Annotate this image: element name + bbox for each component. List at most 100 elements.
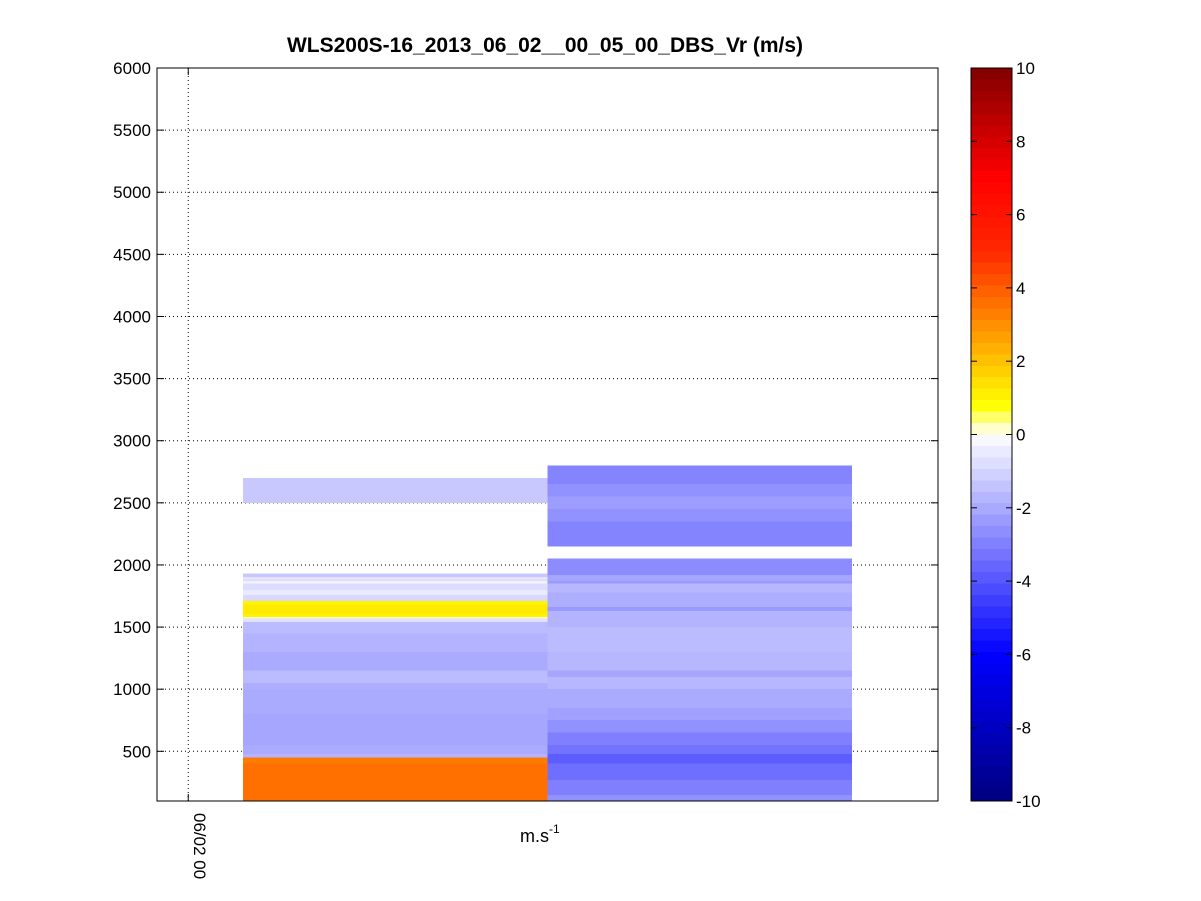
colorbar-strip — [971, 308, 1012, 321]
colorbar-strip — [971, 594, 1012, 607]
heatmap-cell — [242, 689, 548, 715]
heatmap-cell — [242, 604, 548, 615]
colorbar-strip — [971, 113, 1012, 126]
heatmap-cell — [547, 592, 853, 608]
heatmap-cell — [242, 651, 548, 671]
heatmap-cell — [547, 465, 853, 485]
colorbar-strip — [971, 629, 1012, 642]
heatmap-cell — [242, 670, 548, 683]
y-axis-ticks: 500 1000 1500 2000 2500 3000 3500 4000 4500 5000 5… — [113, 59, 938, 761]
y-tick-label: 1000 — [113, 680, 151, 699]
y-tick-label: 6000 — [113, 59, 151, 78]
colorbar-strip — [971, 778, 1012, 791]
heatmap-cell — [547, 707, 853, 721]
heatmap-cell — [547, 581, 853, 584]
colorbar-strip — [971, 503, 1012, 516]
heatmap-cell — [242, 581, 548, 584]
y-tick-label: 3000 — [113, 432, 151, 451]
heatmap-cell — [242, 594, 548, 601]
heatmap-cell — [547, 670, 853, 677]
heatmap-cell — [242, 745, 548, 754]
heatmap-cell — [547, 763, 853, 780]
heatmap-cell — [547, 732, 853, 746]
colorbar-strip — [971, 537, 1012, 550]
colorbar-strip — [971, 491, 1012, 504]
colorbar-strip — [971, 319, 1012, 333]
x-axis-label-exponent: -1 — [549, 822, 560, 836]
colorbar-strip — [971, 445, 1012, 459]
heatmap-cell — [242, 573, 548, 578]
heatmap-cell — [547, 689, 853, 708]
heatmap-cell — [547, 607, 853, 611]
colorbar-strip — [971, 755, 1012, 768]
colorbar-strip — [971, 549, 1012, 562]
colorbar-strip — [971, 285, 1012, 298]
heatmap-cell — [547, 583, 853, 593]
heatmap-cell — [547, 558, 853, 575]
colorbar-strip — [971, 239, 1012, 252]
colorbar-strip — [971, 434, 1012, 447]
colorbar-strip — [971, 193, 1012, 207]
heatmap-cell — [547, 509, 853, 522]
chart-title: WLS200S-16_2013_06_02__00_05_00_DBS_Vr (… — [287, 34, 803, 57]
colorbar-strip — [971, 102, 1012, 115]
colorbar-strip — [971, 365, 1012, 378]
colorbar-strip — [971, 377, 1012, 390]
colorbar-strip — [971, 342, 1012, 355]
colorbar-strip — [971, 480, 1012, 493]
colorbar-strip — [971, 606, 1012, 619]
colorbar-strip — [971, 90, 1012, 103]
heatmap-cell — [242, 577, 548, 579]
colorbar-strip — [971, 388, 1012, 401]
colorbar-strip — [971, 617, 1012, 630]
colorbar-tick-label: 0 — [1016, 426, 1025, 445]
colorbar-strip — [971, 686, 1012, 699]
y-tick-label: 4500 — [113, 245, 151, 264]
colorbar-strip — [971, 125, 1012, 138]
heatmap-cell — [242, 757, 548, 764]
heatmap-cell — [242, 622, 548, 634]
colorbar-strip — [971, 354, 1012, 367]
x-axis-label-base: m.s — [520, 826, 549, 846]
colorbar-strip — [971, 789, 1012, 802]
colorbar-ticks: 10 8 6 4 2 0 -2 -4 -6 -8 -10 — [971, 59, 1041, 811]
colorbar-strip — [971, 136, 1012, 149]
colorbar-strip — [971, 68, 1012, 81]
heatmap-cells — [242, 465, 853, 801]
heatmap-cell — [547, 496, 853, 510]
colorbar-tick-label: 2 — [1016, 352, 1025, 371]
colorbar-strip — [971, 216, 1012, 229]
colorbar-tick-label: 10 — [1016, 59, 1035, 78]
colorbar-strip — [971, 331, 1012, 344]
colorbar-strip — [971, 423, 1012, 436]
colorbar-tick-label: -4 — [1016, 572, 1031, 591]
colorbar-strip — [971, 720, 1012, 733]
heatmap-cell — [242, 776, 548, 801]
heatmap-cell — [242, 682, 548, 690]
heatmap-cell — [242, 714, 548, 746]
y-tick-label: 1500 — [113, 618, 151, 637]
colorbar-tick-label: 6 — [1016, 206, 1025, 225]
colorbar-strip — [971, 663, 1012, 676]
heatmap-cell — [547, 574, 853, 582]
colorbar-strip — [971, 251, 1012, 264]
colorbar-strip — [971, 743, 1012, 756]
colorbar-tick-label: -2 — [1016, 499, 1031, 518]
heatmap-cell — [242, 614, 548, 618]
heatmap-cell — [242, 633, 548, 652]
colorbar-strip — [971, 697, 1012, 710]
colorbar-strip — [971, 297, 1012, 310]
y-tick-label: 5500 — [113, 121, 151, 140]
colorbar-strip — [971, 675, 1012, 688]
heatmap-cell — [547, 745, 853, 754]
colorbar-strip — [971, 468, 1012, 481]
heatmap-cell — [242, 618, 548, 623]
colorbar-strip — [971, 652, 1012, 665]
heatmap-cell — [242, 763, 548, 777]
colorbar-strip — [971, 171, 1012, 184]
colorbar-strip — [971, 732, 1012, 745]
colorbar-tick-label: 8 — [1016, 132, 1025, 151]
colorbar-strip — [971, 766, 1012, 779]
heatmap-cell — [547, 484, 853, 497]
